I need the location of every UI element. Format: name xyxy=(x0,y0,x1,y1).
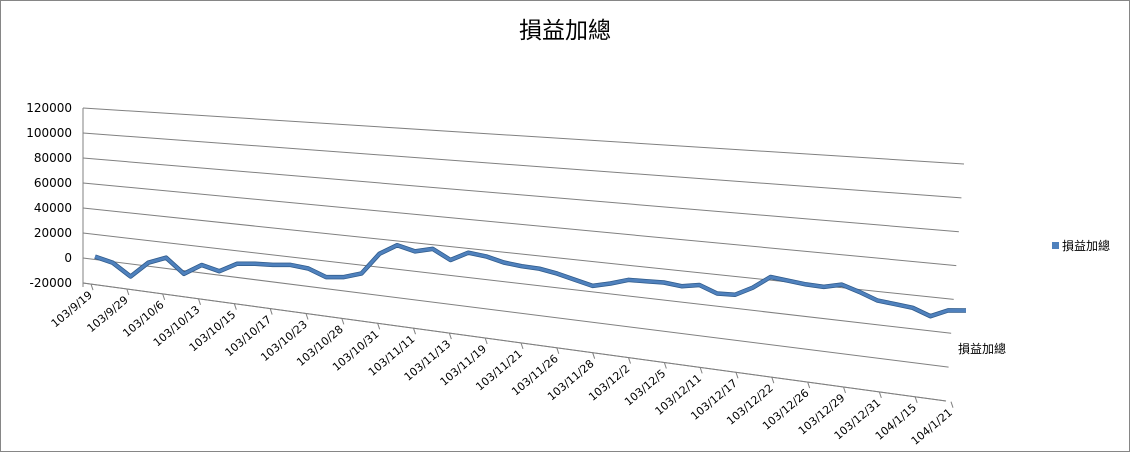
gridline xyxy=(82,257,949,368)
x-tick-mark xyxy=(126,288,130,296)
x-tick-mark xyxy=(198,298,201,305)
x-tick-mark xyxy=(90,283,94,291)
y-tick-label: 120000 xyxy=(26,101,72,115)
y-tick-label: -20000 xyxy=(29,276,72,290)
x-tick-mark xyxy=(520,342,524,350)
gridline xyxy=(82,232,952,334)
gridline xyxy=(82,107,965,165)
x-tick-mark xyxy=(771,377,775,384)
x-tick-mark xyxy=(341,318,345,325)
x-axis-tick-labels: 103/9/19103/9/29103/10/6103/10/13103/10/… xyxy=(49,283,955,448)
axes xyxy=(82,108,947,402)
y-tick-label: 40000 xyxy=(34,201,72,215)
x-tick-mark xyxy=(484,337,488,345)
x-tick-mark xyxy=(448,332,452,340)
y-tick-label: 80000 xyxy=(34,151,72,165)
y-tick-label: 0 xyxy=(64,251,72,265)
x-tick-mark xyxy=(162,293,166,301)
x-tick-mark xyxy=(269,308,273,315)
gridline xyxy=(82,132,962,199)
gridline xyxy=(82,157,959,233)
x-tick-mark xyxy=(843,386,846,394)
y-tick-label: 100000 xyxy=(26,126,72,140)
x-tick-mark xyxy=(878,391,882,399)
x-tick-mark xyxy=(592,352,596,359)
x-tick-mark xyxy=(556,347,560,354)
legend-swatch xyxy=(1052,242,1059,249)
x-tick-mark xyxy=(377,323,381,330)
series-line-shadow xyxy=(94,242,967,319)
x-tick-mark xyxy=(305,313,309,320)
x-tick-mark xyxy=(233,303,237,310)
legend: 損益加總 xyxy=(1052,237,1110,254)
x-tick-mark xyxy=(699,367,703,374)
x-axis-line xyxy=(82,282,947,402)
x-tick-mark xyxy=(807,381,811,389)
series-line xyxy=(94,243,967,318)
x-tick-mark xyxy=(914,396,918,403)
x-tick-mark xyxy=(413,328,416,335)
chart-title: 損益加總 xyxy=(519,18,611,44)
legend-label: 損益加總 xyxy=(1062,239,1111,253)
x-tick-mark xyxy=(663,362,667,369)
depth-axis-label: 損益加總 xyxy=(958,341,1006,356)
y-tick-label: 60000 xyxy=(34,176,72,190)
y-tick-label: 20000 xyxy=(34,226,72,240)
gridline xyxy=(82,182,957,267)
series-lines xyxy=(94,242,967,319)
x-tick-mark xyxy=(950,401,954,408)
x-tick-mark xyxy=(628,357,631,364)
y-axis-tick-labels: 120000 100000 80000 60000 40000 20000 0 -20000 xyxy=(26,101,72,290)
x-tick-mark xyxy=(735,372,739,379)
